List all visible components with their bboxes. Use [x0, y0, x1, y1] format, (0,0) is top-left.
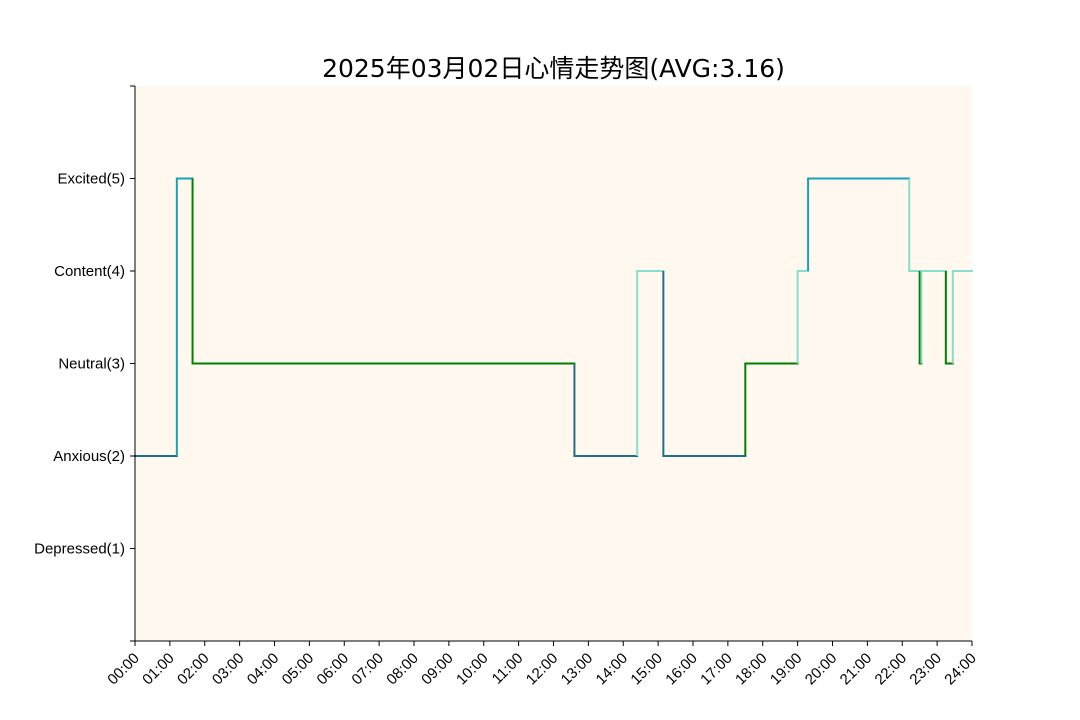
y-tick-label: Content(4): [54, 263, 125, 280]
chart-title: 2025年03月02日心情走势图(AVG:3.16): [322, 54, 785, 83]
mood-series: [134, 177, 973, 457]
y-tick-label: Depressed(1): [34, 541, 125, 558]
y-tick-label: Excited(5): [57, 171, 125, 188]
y-tick-label: Anxious(2): [53, 448, 125, 465]
y-tick-label: Neutral(3): [58, 356, 125, 373]
y-axis-ticks: Depressed(1) Anxious(2) Neutral(3) Content(…: [34, 171, 135, 558]
